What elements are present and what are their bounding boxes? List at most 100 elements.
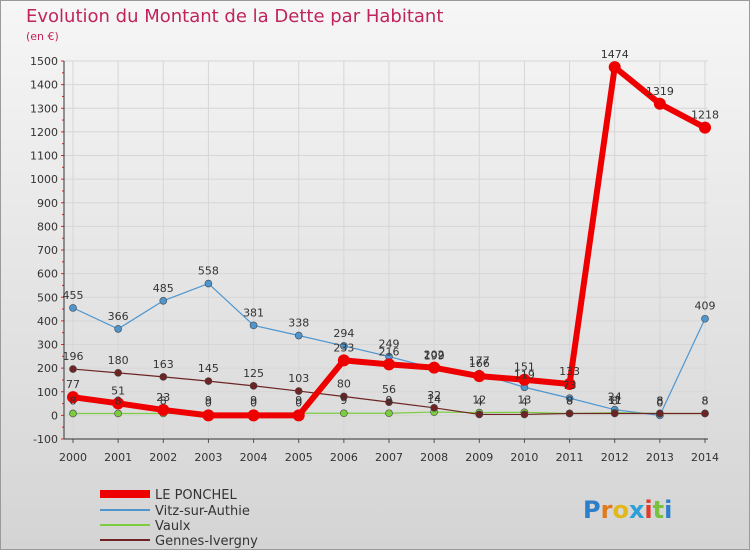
x-tick-label: 2007 — [375, 451, 403, 464]
x-tick-label: 2014 — [691, 451, 719, 464]
chart-subtitle: (en €) — [26, 30, 59, 43]
y-tick-label: 0 — [51, 409, 58, 422]
point-gennes-ivergny — [430, 404, 438, 412]
point-gennes-ivergny — [385, 398, 393, 406]
data-label-vaulx: 13 — [517, 393, 531, 406]
point-vaulx — [385, 409, 393, 418]
y-tick-label: 700 — [37, 244, 58, 257]
data-label-gennes-ivergny: 4 — [521, 395, 528, 408]
data-label-le-ponchel: 1474 — [601, 48, 629, 61]
x-tick-label: 2000 — [59, 451, 87, 464]
point-gennes-ivergny — [204, 377, 213, 385]
y-tick-label: 400 — [37, 315, 58, 328]
data-label-vitz-sur-authie: 455 — [63, 289, 84, 302]
legend: LE PONCHELVitz-sur-AuthieVaulxGennes-Ive… — [100, 488, 258, 549]
y-tick-label: 200 — [37, 362, 58, 375]
point-le-ponchel — [157, 403, 170, 416]
x-tick-label: 2001 — [104, 451, 132, 464]
data-label-le-ponchel: 151 — [514, 361, 535, 374]
data-label-vitz-sur-authie: 199 — [424, 349, 445, 362]
point-vitz-sur-authie — [340, 342, 348, 350]
point-gennes-ivergny — [701, 409, 709, 418]
data-label-gennes-ivergny: 103 — [288, 372, 309, 385]
point-vitz-sur-authie — [701, 314, 709, 323]
y-tick-label: 1000 — [30, 173, 58, 186]
data-label-le-ponchel: 233 — [333, 341, 354, 354]
data-label-le-ponchel: 0 — [295, 396, 302, 409]
y-tick-label: 1400 — [30, 79, 58, 92]
logo-text: Proxiti — [583, 496, 672, 524]
data-label-le-ponchel: 216 — [379, 345, 400, 358]
data-label-vitz-sur-authie: 73 — [563, 379, 577, 392]
legend-label-vitz-sur-authie: Vitz-sur-Authie — [155, 504, 250, 519]
x-tick-label: 2005 — [285, 451, 313, 464]
data-label-vitz-sur-authie: 177 — [469, 355, 490, 368]
data-label-vaulx: 9 — [250, 394, 257, 407]
point-gennes-ivergny — [249, 382, 258, 390]
axes: -100010020030040050060070080090010001100… — [30, 55, 719, 464]
data-label-gennes-ivergny: 8 — [611, 394, 618, 407]
data-label-gennes-ivergny: 32 — [427, 389, 441, 402]
data-label-vaulx: 8 — [702, 394, 709, 407]
data-label-vitz-sur-authie: 119 — [514, 368, 535, 381]
data-label-le-ponchel: 77 — [66, 378, 80, 391]
data-label-vitz-sur-authie: 294 — [333, 327, 354, 340]
data-label-vaulx: 8 — [70, 394, 77, 407]
data-label-gennes-ivergny: 163 — [153, 358, 174, 371]
point-gennes-ivergny — [159, 373, 168, 381]
point-gennes-ivergny — [69, 365, 77, 373]
point-gennes-ivergny — [114, 369, 122, 377]
point-vaulx — [69, 409, 77, 418]
data-label-vitz-sur-authie: 409 — [695, 300, 716, 313]
point-le-ponchel — [67, 391, 79, 404]
y-tick-label: 1100 — [30, 150, 58, 163]
data-label-vaulx: 11 — [608, 394, 622, 407]
data-label-gennes-ivergny: 4 — [476, 395, 483, 408]
data-label-vaulx: 8 — [160, 394, 167, 407]
y-tick-label: -100 — [33, 433, 58, 446]
data-label-vaulx: 8 — [115, 394, 122, 407]
point-gennes-ivergny — [475, 410, 484, 419]
series — [67, 61, 711, 422]
point-vitz-sur-authie — [565, 394, 574, 402]
point-le-ponchel — [608, 61, 621, 74]
data-label-vaulx: 8 — [656, 394, 663, 407]
data-label-gennes-ivergny: 56 — [382, 383, 396, 396]
point-vitz-sur-authie — [294, 331, 303, 340]
data-label-gennes-ivergny: 8 — [566, 394, 573, 407]
point-gennes-ivergny — [520, 410, 529, 419]
point-vaulx — [340, 409, 348, 418]
data-label-le-ponchel: 166 — [469, 357, 490, 370]
point-le-ponchel — [383, 358, 395, 371]
x-tick-label: 2008 — [420, 451, 448, 464]
data-label-le-ponchel: 1319 — [646, 85, 674, 98]
y-tick-label: 300 — [37, 339, 58, 352]
y-tick-label: 1500 — [30, 55, 58, 68]
y-tick-label: 500 — [37, 291, 58, 304]
data-label-gennes-ivergny: 180 — [108, 354, 129, 367]
data-label-vaulx: 9 — [340, 394, 347, 407]
point-vitz-sur-authie — [69, 304, 77, 312]
data-label-le-ponchel: 133 — [559, 365, 580, 378]
data-label-gennes-ivergny: 8 — [656, 394, 663, 407]
data-label-vaulx: 9 — [386, 394, 393, 407]
y-tick-label: 600 — [37, 268, 58, 281]
data-label-vitz-sur-authie: 558 — [198, 265, 219, 278]
data-label-vitz-sur-authie: 381 — [243, 306, 264, 319]
point-vitz-sur-authie — [204, 279, 213, 288]
legend-label-vaulx: Vaulx — [155, 519, 191, 534]
point-gennes-ivergny — [340, 392, 348, 401]
data-label-le-ponchel: 0 — [250, 396, 257, 409]
point-vitz-sur-authie — [114, 325, 122, 333]
y-tick-label: 800 — [37, 220, 58, 233]
data-label-gennes-ivergny: 8 — [702, 394, 709, 407]
data-label-vitz-sur-authie: 0 — [656, 396, 663, 409]
data-label-gennes-ivergny: 125 — [243, 367, 264, 380]
data-label-vitz-sur-authie: 366 — [108, 310, 129, 323]
point-gennes-ivergny — [565, 409, 574, 418]
x-tick-label: 2003 — [194, 451, 222, 464]
data-label-le-ponchel: 23 — [156, 391, 170, 404]
data-label-vitz-sur-authie: 485 — [153, 282, 174, 295]
point-gennes-ivergny — [610, 409, 619, 418]
